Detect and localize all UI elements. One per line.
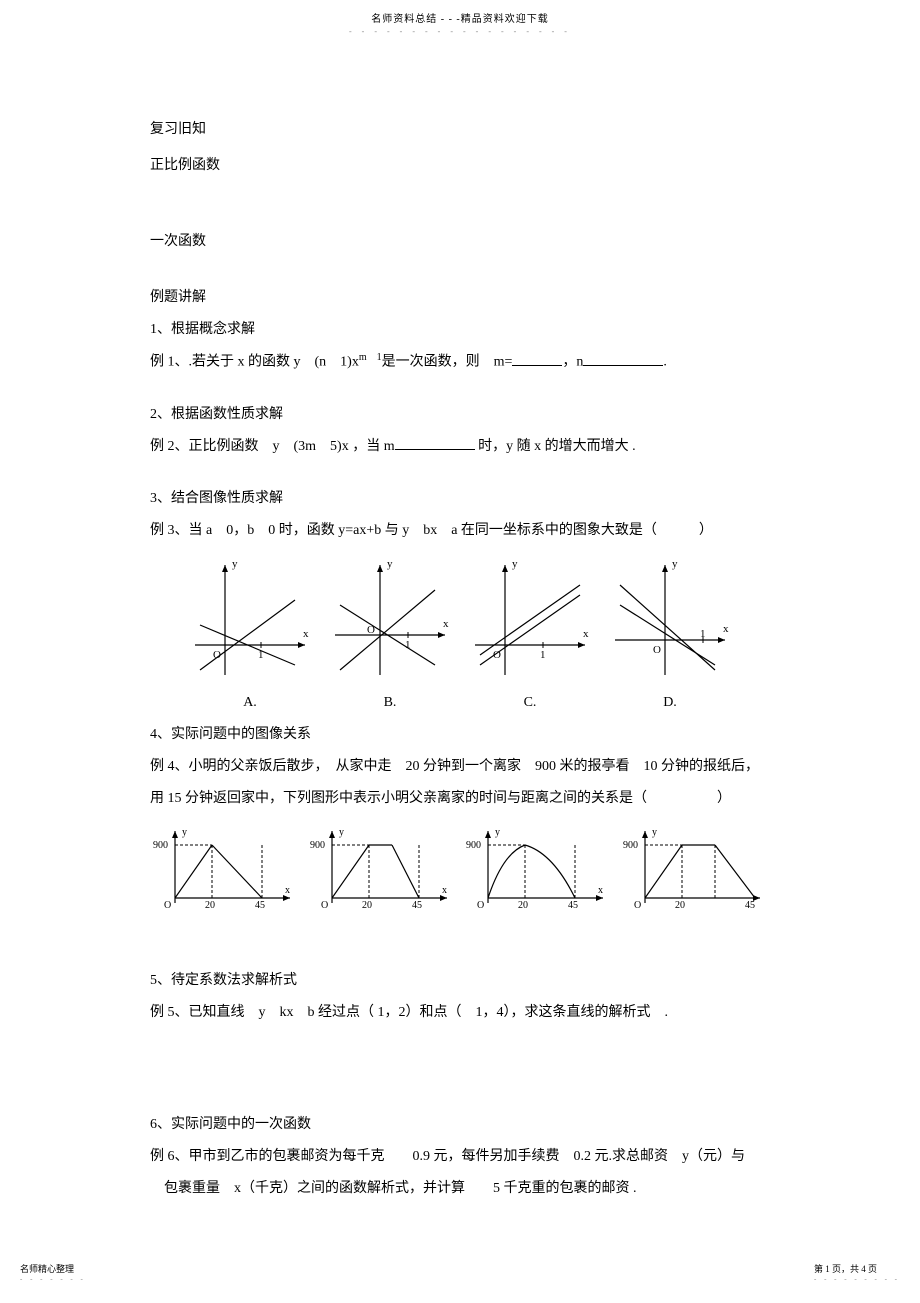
s1-example: 例 1、.若关于 x 的函数 y (n 1)xm 1是一次函数，则 m= ，n. <box>150 348 770 377</box>
svg-text:900: 900 <box>466 840 481 851</box>
footer-right-text: 第 1 页，共 4 页 <box>814 1262 900 1275</box>
s2-text-b: 时，y 随 x 的增大而增大 . <box>478 439 636 454</box>
svg-text:900: 900 <box>153 840 168 851</box>
graphs-row-2: y x O 900 20 45 y x O 900 20 45 <box>150 823 770 913</box>
footer-left-text: 名师精心整理 <box>20 1262 86 1275</box>
svg-text:y: y <box>512 558 518 570</box>
header-dots: - - - - - - - - - - - - - - - - - - <box>0 27 920 36</box>
label-d: D. <box>600 689 740 717</box>
s4-title: 4、实际问题中的图像关系 <box>150 721 770 749</box>
svg-text:O: O <box>164 900 171 911</box>
s6-example-l2: 包裹重量 x（千克）之间的函数解析式，并计算 5 千克重的包裹的邮资 . <box>150 1175 770 1203</box>
s3-example: 例 3、当 a 0，b 0 时，函数 y=ax+b 与 y bx a 在同一坐标… <box>150 517 770 545</box>
svg-text:45: 45 <box>255 900 265 911</box>
svg-text:x: x <box>443 618 449 630</box>
s2-title: 2、根据函数性质求解 <box>150 401 770 429</box>
graph-c-svg: y x O 1 <box>465 555 595 685</box>
proportional-title: 正比例函数 <box>150 152 770 180</box>
svg-text:900: 900 <box>623 840 638 851</box>
dist-graph-3: y x O 900 20 45 <box>463 823 613 913</box>
svg-text:y: y <box>652 827 657 838</box>
s5-title: 5、待定系数法求解析式 <box>150 967 770 995</box>
svg-text:y: y <box>495 827 500 838</box>
s6-title: 6、实际问题中的一次函数 <box>150 1111 770 1139</box>
svg-text:y: y <box>339 827 344 838</box>
svg-text:O: O <box>321 900 328 911</box>
graph-b-svg: y x O 1 <box>325 555 455 685</box>
review-title: 复习旧知 <box>150 116 770 144</box>
s6-example-l1: 例 6、甲市到乙市的包裹邮资为每千克 0.9 元，每件另加手续费 0.2 元.求… <box>150 1143 770 1171</box>
graph-b: y x O 1 <box>325 555 455 685</box>
svg-text:y: y <box>232 558 238 570</box>
dist-graph-4: y O 900 20 45 <box>620 823 770 913</box>
graph-a: y x O 1 <box>185 555 315 685</box>
s2-text-a: 例 2、正比例函数 y (3m 5)x ，当 m <box>150 439 395 454</box>
dist-graph-1: y x O 900 20 45 <box>150 823 300 913</box>
svg-text:20: 20 <box>205 900 215 911</box>
svg-text:20: 20 <box>518 900 528 911</box>
svg-text:20: 20 <box>675 900 685 911</box>
graph-a-svg: y x O 1 <box>185 555 315 685</box>
s1-text-d: . <box>663 355 667 370</box>
graphs-row-1: y x O 1 y x O 1 <box>180 555 740 685</box>
blank-m <box>512 352 562 366</box>
blank-n <box>583 352 663 366</box>
s4-example-l2: 用 15 分钟返回家中，下列图形中表示小明父亲离家的时间与距离之间的关系是（ ） <box>150 785 770 813</box>
label-b: B. <box>320 689 460 717</box>
s4-example-l1: 例 4、小明的父亲饭后散步， 从家中走 20 分钟到一个离家 900 米的报亭看… <box>150 753 770 781</box>
svg-text:x: x <box>583 628 589 640</box>
svg-text:45: 45 <box>568 900 578 911</box>
dist-graph-2: y x O 900 20 45 <box>307 823 457 913</box>
footer-left-dots: - - - - - - - <box>20 1275 86 1283</box>
svg-text:x: x <box>303 628 309 640</box>
svg-text:O: O <box>653 644 661 656</box>
label-row-1: A. B. C. D. <box>180 689 740 717</box>
label-c: C. <box>460 689 600 717</box>
s2-example: 例 2、正比例函数 y (3m 5)x ，当 m 时，y 随 x 的增大而增大 … <box>150 433 770 461</box>
s1-text-a: 例 1、.若关于 x 的函数 y (n 1)x <box>150 355 359 370</box>
s1-title: 1、根据概念求解 <box>150 316 770 344</box>
svg-text:O: O <box>634 900 641 911</box>
svg-text:x: x <box>723 623 729 635</box>
footer-right-dots: - - - - - - - - - <box>814 1275 900 1283</box>
s1-sup: m 1 <box>359 352 382 363</box>
s1-text-b: 是一次函数，则 m= <box>382 355 513 370</box>
graph-d: y x O 1 <box>605 555 735 685</box>
svg-text:y: y <box>387 558 393 570</box>
svg-text:x: x <box>442 885 447 896</box>
s1-text-c: ，n <box>562 355 583 370</box>
s3-title: 3、结合图像性质求解 <box>150 485 770 513</box>
graph-d-svg: y x O 1 <box>605 555 735 685</box>
svg-text:x: x <box>285 885 290 896</box>
svg-text:y: y <box>182 827 187 838</box>
svg-text:45: 45 <box>412 900 422 911</box>
header-text: 名师资料总结 - - -精品资料欢迎下载 <box>0 10 920 25</box>
label-a: A. <box>180 689 320 717</box>
svg-text:45: 45 <box>745 900 755 911</box>
svg-text:y: y <box>672 558 678 570</box>
graph-c: y x O 1 <box>465 555 595 685</box>
svg-text:1: 1 <box>540 649 546 661</box>
svg-text:20: 20 <box>362 900 372 911</box>
footer-left: 名师精心整理 - - - - - - - <box>20 1262 86 1283</box>
svg-text:x: x <box>598 885 603 896</box>
blank-m2 <box>395 436 475 450</box>
svg-text:O: O <box>477 900 484 911</box>
main-content: 复习旧知 正比例函数 一次函数 例题讲解 1、根据概念求解 例 1、.若关于 x… <box>0 116 920 1203</box>
footer-right: 第 1 页，共 4 页 - - - - - - - - - <box>814 1262 900 1283</box>
svg-text:900: 900 <box>310 840 325 851</box>
examples-title: 例题讲解 <box>150 284 770 312</box>
linear-title: 一次函数 <box>150 228 770 256</box>
s5-example: 例 5、已知直线 y kx b 经过点（ 1，2）和点（ 1，4），求这条直线的… <box>150 999 770 1027</box>
